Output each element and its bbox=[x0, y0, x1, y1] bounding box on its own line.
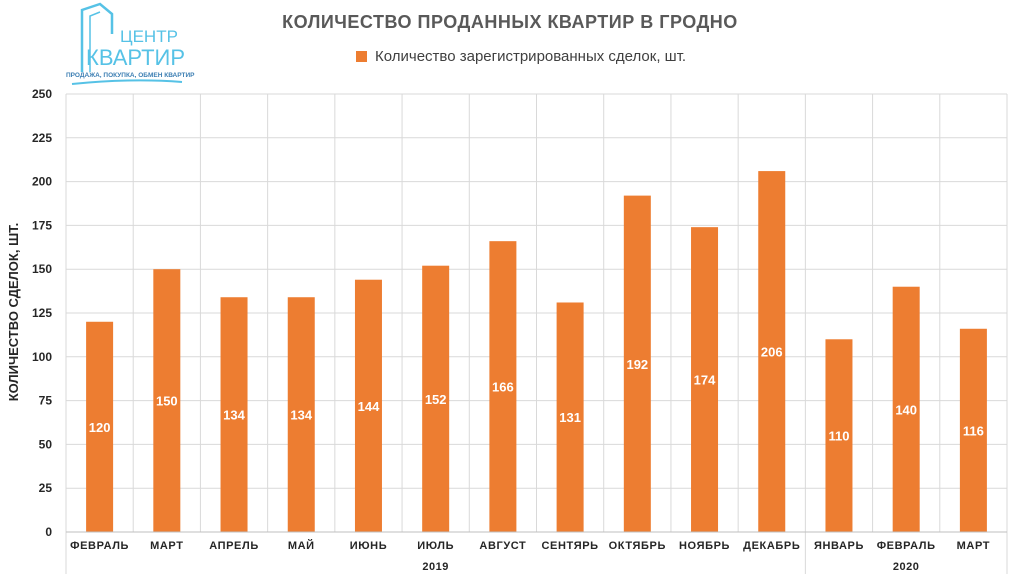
y-tick-label: 150 bbox=[32, 262, 52, 276]
bar-value-label: 140 bbox=[895, 402, 917, 417]
bar bbox=[153, 269, 181, 532]
bar-value-label: 144 bbox=[358, 399, 380, 414]
bar bbox=[556, 302, 584, 532]
bar-value-label: 134 bbox=[290, 408, 312, 423]
x-tick-label: ДЕКАБРЬ bbox=[743, 540, 800, 552]
y-tick-label: 100 bbox=[32, 350, 52, 364]
x-tick-label: ЯНВАРЬ bbox=[814, 540, 864, 552]
x-tick-label: АПРЕЛЬ bbox=[209, 540, 259, 552]
y-tick-label: 200 bbox=[32, 175, 52, 189]
y-tick-label: 75 bbox=[39, 394, 53, 408]
x-tick-label: МАЙ bbox=[288, 539, 315, 552]
logo-text-main: КВАРТИР bbox=[86, 45, 186, 70]
bar bbox=[86, 321, 114, 532]
bar bbox=[691, 227, 719, 533]
bar bbox=[220, 297, 248, 532]
logo: ЦЕНТР КВАРТИР ПРОДАЖА, ПОКУПКА, ОБМЕН КВ… bbox=[62, 2, 195, 86]
x-tick-label: МАРТ bbox=[957, 540, 990, 552]
bar bbox=[287, 297, 315, 532]
bar bbox=[892, 286, 920, 532]
y-tick-label: 50 bbox=[39, 437, 53, 451]
y-tick-label: 25 bbox=[39, 481, 53, 495]
x-tick-label: НОЯБРЬ bbox=[679, 540, 730, 552]
bar bbox=[623, 195, 651, 532]
x-tick-label: ИЮНЬ bbox=[350, 540, 388, 552]
bar-value-label: 134 bbox=[223, 408, 245, 423]
x-tick-label: ФЕВРАЛЬ bbox=[70, 540, 129, 552]
x-group-label: 2020 bbox=[893, 561, 919, 573]
chart-title: КОЛИЧЕСТВО ПРОДАННЫХ КВАРТИР В ГРОДНО bbox=[282, 12, 738, 32]
x-tick-label: ИЮЛЬ bbox=[417, 540, 454, 552]
bar bbox=[354, 279, 382, 532]
bar-value-label: 166 bbox=[492, 380, 514, 395]
x-tick-label: СЕНТЯРЬ bbox=[542, 540, 599, 552]
x-tick-label: ФЕВРАЛЬ bbox=[877, 540, 936, 552]
y-tick-label: 250 bbox=[32, 87, 52, 101]
legend-label: Количество зарегистрированных сделок, шт… bbox=[375, 48, 687, 65]
bar-value-label: 131 bbox=[559, 410, 581, 425]
bar-value-label: 120 bbox=[89, 420, 111, 435]
logo-tagline: ПРОДАЖА, ПОКУПКА, ОБМЕН КВАРТИР bbox=[66, 72, 195, 79]
bar bbox=[489, 241, 517, 532]
chart-legend: Количество зарегистрированных сделок, шт… bbox=[356, 48, 686, 65]
bar-value-label: 150 bbox=[156, 394, 178, 409]
x-tick-label: МАРТ bbox=[150, 540, 183, 552]
bar-value-label: 206 bbox=[761, 345, 783, 360]
y-tick-label: 225 bbox=[32, 131, 52, 145]
y-tick-label: 125 bbox=[32, 306, 52, 320]
bar-value-label: 110 bbox=[828, 429, 849, 444]
x-tick-label: АВГУСТ bbox=[479, 540, 526, 552]
logo-text-top: ЦЕНТР bbox=[120, 27, 178, 46]
bar bbox=[422, 265, 450, 532]
y-tick-label: 0 bbox=[45, 525, 52, 539]
bar bbox=[758, 171, 786, 532]
bar-value-label: 192 bbox=[626, 357, 648, 372]
legend-swatch bbox=[356, 51, 367, 62]
bar-value-label: 116 bbox=[963, 423, 984, 438]
bar bbox=[959, 328, 987, 532]
bar-value-label: 152 bbox=[425, 392, 447, 407]
x-tick-label: ОКТЯБРЬ bbox=[609, 540, 666, 552]
logo-building-icon bbox=[71, 2, 183, 85]
y-tick-label: 175 bbox=[32, 218, 52, 232]
x-group-label: 2019 bbox=[422, 561, 448, 573]
bar-value-label: 174 bbox=[694, 373, 716, 388]
bar bbox=[825, 339, 853, 532]
